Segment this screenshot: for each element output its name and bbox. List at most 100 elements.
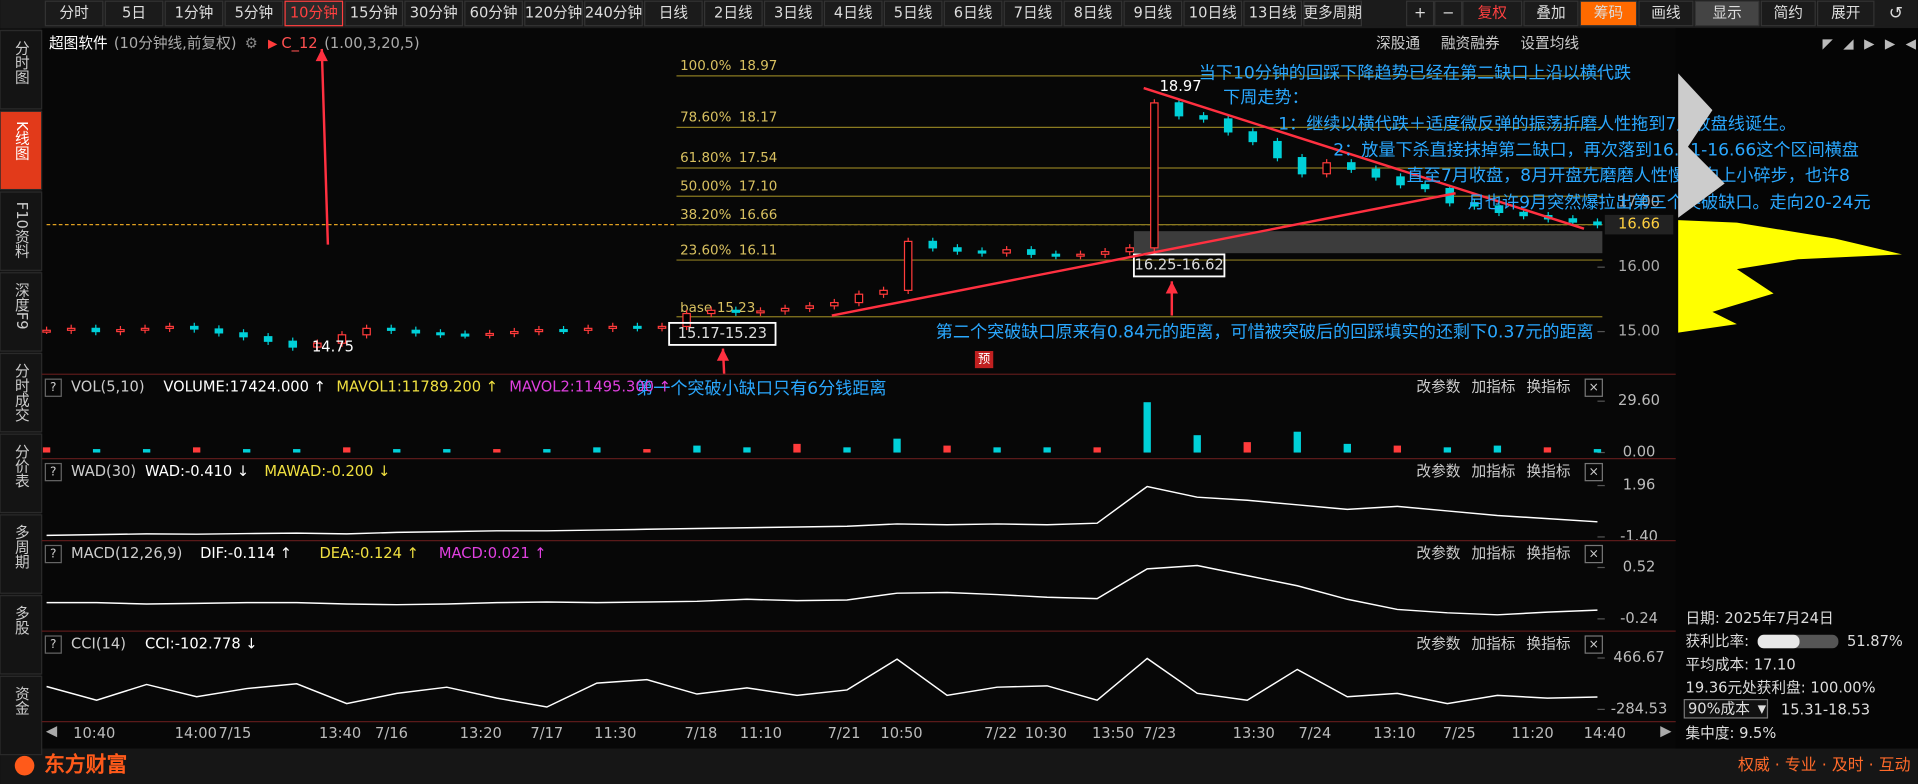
- side-label[interactable]: 多周期: [13, 525, 30, 570]
- side-label[interactable]: 资金: [13, 686, 30, 716]
- period-tab[interactable]: [1243, 0, 1303, 27]
- tool-label[interactable]: 画线: [1651, 4, 1681, 21]
- panel-button[interactable]: 换指标: [1527, 379, 1571, 396]
- period-label[interactable]: 5日线: [894, 4, 933, 21]
- side-tab[interactable]: [0, 675, 43, 756]
- tool-label[interactable]: 显示: [1712, 4, 1741, 21]
- period-label[interactable]: 2日线: [714, 4, 753, 21]
- tool-label[interactable]: 展开: [1831, 4, 1860, 21]
- tool-button[interactable]: [1579, 0, 1638, 27]
- period-label[interactable]: 7日线: [1014, 4, 1053, 21]
- side-label[interactable]: 多股: [13, 605, 30, 636]
- header-link[interactable]: 设置均线: [1520, 35, 1579, 52]
- tool-button[interactable]: [1760, 0, 1816, 27]
- side-label[interactable]: 分时成交: [13, 363, 30, 422]
- tool-label[interactable]: 复权: [1478, 3, 1508, 21]
- panel-button[interactable]: 改参数: [1416, 463, 1460, 480]
- period-label[interactable]: 8日线: [1074, 4, 1113, 21]
- period-tab[interactable]: [1183, 0, 1243, 27]
- period-label[interactable]: 13日线: [1249, 4, 1297, 21]
- tool-button[interactable]: [1523, 0, 1579, 27]
- period-tab[interactable]: [1063, 0, 1123, 27]
- period-label[interactable]: 60分钟: [470, 4, 518, 21]
- close-box[interactable]: [1584, 635, 1603, 654]
- side-label[interactable]: 分价表: [13, 444, 30, 488]
- period-tab[interactable]: [464, 0, 523, 27]
- period-tab[interactable]: [284, 0, 344, 27]
- close-box[interactable]: [1584, 378, 1603, 397]
- period-label[interactable]: 4日线: [834, 4, 873, 21]
- side-tab[interactable]: [0, 514, 43, 594]
- side-label[interactable]: K线图: [13, 121, 30, 160]
- period-tab[interactable]: [644, 0, 703, 27]
- header-link[interactable]: 融资融券: [1441, 35, 1500, 52]
- period-label[interactable]: 9日线: [1134, 4, 1173, 21]
- period-label[interactable]: 3日线: [774, 4, 813, 21]
- side-tab[interactable]: [0, 29, 43, 110]
- panel-button[interactable]: 加指标: [1471, 463, 1515, 480]
- period-label[interactable]: 5分钟: [235, 4, 274, 21]
- period-tab[interactable]: [943, 0, 1003, 27]
- panel-button[interactable]: 改参数: [1416, 636, 1460, 653]
- tool-button[interactable]: [1434, 0, 1463, 27]
- panel-button[interactable]: 改参数: [1416, 545, 1460, 562]
- header-link[interactable]: 深股通: [1376, 35, 1420, 52]
- tool-label[interactable]: 筹码: [1594, 4, 1623, 21]
- tool-label[interactable]: 简约: [1774, 4, 1803, 21]
- period-label[interactable]: 10分钟: [290, 4, 338, 21]
- period-label[interactable]: 240分钟: [585, 4, 642, 21]
- period-tab[interactable]: [224, 0, 284, 27]
- panel-button[interactable]: 加指标: [1471, 545, 1515, 562]
- tool-button[interactable]: [1694, 0, 1760, 27]
- side-label[interactable]: 分时图: [13, 40, 30, 84]
- period-tab[interactable]: [104, 0, 164, 27]
- side-tab[interactable]: [0, 191, 43, 271]
- period-label[interactable]: 6日线: [954, 4, 993, 21]
- period-tab[interactable]: [763, 0, 823, 27]
- side-label[interactable]: F10资料: [13, 202, 30, 259]
- tool-label[interactable]: +: [1414, 4, 1426, 21]
- period-label[interactable]: 120分钟: [525, 4, 582, 21]
- tool-button[interactable]: [1816, 0, 1875, 27]
- period-label[interactable]: 5日: [122, 4, 146, 21]
- close-box[interactable]: [1584, 544, 1603, 564]
- period-label[interactable]: 分时: [59, 4, 89, 21]
- side-tab[interactable]: [0, 110, 43, 191]
- period-tab[interactable]: [584, 0, 643, 27]
- tool-label[interactable]: 叠加: [1536, 4, 1565, 21]
- panel-button[interactable]: 换指标: [1527, 463, 1571, 480]
- side-tab[interactable]: [0, 272, 43, 352]
- period-tab[interactable]: [344, 0, 404, 27]
- panel-button[interactable]: 换指标: [1527, 636, 1571, 653]
- period-tab[interactable]: [1123, 0, 1183, 27]
- side-tab[interactable]: [0, 352, 43, 433]
- period-label[interactable]: 更多周期: [1303, 4, 1362, 21]
- close-box[interactable]: [1584, 462, 1603, 482]
- tool-button[interactable]: [1638, 0, 1694, 27]
- period-tab[interactable]: [823, 0, 883, 27]
- panel-button[interactable]: 加指标: [1471, 379, 1515, 396]
- panel-button[interactable]: 改参数: [1416, 379, 1460, 396]
- period-label[interactable]: 15分钟: [350, 4, 398, 21]
- period-label[interactable]: 10日线: [1189, 4, 1237, 21]
- panel-button[interactable]: 换指标: [1527, 545, 1571, 562]
- period-label[interactable]: 30分钟: [410, 4, 458, 21]
- period-tab[interactable]: [1003, 0, 1063, 27]
- period-tab[interactable]: [164, 0, 224, 27]
- period-label[interactable]: 日线: [659, 4, 689, 21]
- tool-label[interactable]: −: [1442, 4, 1454, 21]
- period-tab[interactable]: [703, 0, 763, 27]
- side-tab[interactable]: [0, 433, 43, 514]
- cost-select[interactable]: 90%成本: [1688, 700, 1750, 717]
- panel-button[interactable]: 加指标: [1471, 636, 1515, 653]
- period-label[interactable]: 1分钟: [175, 4, 214, 21]
- side-tab[interactable]: [0, 595, 43, 675]
- period-tab[interactable]: [1303, 0, 1363, 27]
- side-label[interactable]: 深度F9: [13, 282, 30, 329]
- period-tab[interactable]: [404, 0, 464, 27]
- period-tab[interactable]: [883, 0, 943, 27]
- tool-button[interactable]: [1406, 0, 1435, 27]
- tool-button[interactable]: [1462, 0, 1523, 27]
- period-tab[interactable]: [44, 0, 104, 27]
- period-tab[interactable]: [524, 0, 583, 27]
